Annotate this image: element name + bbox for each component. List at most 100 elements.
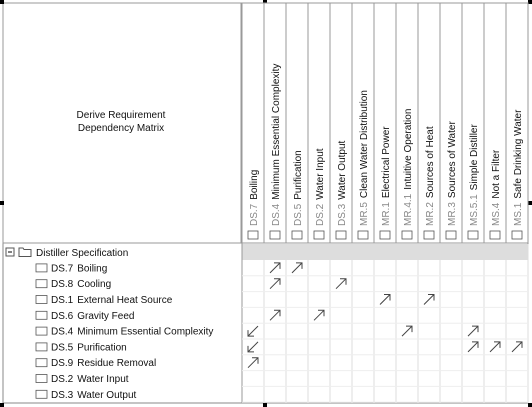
dependency-arrow <box>247 341 259 353</box>
column-name: Electrical Power <box>381 126 392 198</box>
row-label: DS.7 Boiling <box>51 263 107 274</box>
column-id: MR.3 <box>447 202 458 226</box>
column-name: Clean Water Distribution <box>359 90 370 198</box>
column-icon <box>247 230 259 240</box>
column-id: DS.5 <box>293 203 304 226</box>
column-name: Sources of Heat <box>425 126 436 198</box>
row-name: Water Input <box>77 374 129 385</box>
matrix-title: Derive Requirement Dependency Matrix <box>77 110 166 134</box>
dependency-arrow <box>335 278 347 290</box>
column-id: DS.7 <box>249 203 260 226</box>
dependency-arrow <box>269 262 281 274</box>
row-icon <box>35 326 48 336</box>
row-icon <box>35 279 48 289</box>
row-label: DS.2 Water Input <box>51 374 129 385</box>
row-name: Minimum Essential Complexity <box>77 327 213 338</box>
row-id: DS.7 <box>51 263 74 274</box>
column-icon <box>291 230 303 240</box>
row-label: DS.1 External Heat Source <box>51 295 173 306</box>
row-label: DS.3 Water Output <box>51 390 137 401</box>
row-id: DS.3 <box>51 390 74 401</box>
row-icon <box>35 310 48 320</box>
column-label: DS.7 Boiling <box>249 170 260 226</box>
row-id: DS.5 <box>51 342 74 353</box>
column-id: MS.5.1 <box>469 194 480 226</box>
column-icon <box>335 230 347 240</box>
column-label: MR.3 Sources of Water <box>447 121 458 226</box>
column-label: MR.5 Clean Water Distribution <box>359 90 370 226</box>
column-id: MS.4 <box>491 202 502 226</box>
row-id: DS.4 <box>51 327 74 338</box>
column-id: DS.4 <box>271 203 282 226</box>
row-name: Cooling <box>77 279 111 290</box>
dependency-arrow <box>467 341 479 353</box>
row-id: DS.1 <box>51 295 74 306</box>
column-icon <box>357 230 369 240</box>
column-name: Safe Drinking Water <box>513 109 524 199</box>
dependency-arrow <box>269 278 281 290</box>
column-label: MR.4.1 Intuitive Operation <box>403 109 414 226</box>
dependency-arrow <box>291 262 303 274</box>
row-icon <box>35 358 48 368</box>
dependency-arrow <box>423 294 435 305</box>
column-name: Intuitive Operation <box>403 109 414 190</box>
column-id: DS.2 <box>315 203 326 226</box>
column-id: MR.2 <box>425 202 436 226</box>
column-icon <box>445 230 457 240</box>
dependency-arrow <box>467 325 479 337</box>
row-id: DS.2 <box>51 374 74 385</box>
column-icon <box>379 230 391 240</box>
column-icon <box>313 230 325 240</box>
column-label: DS.2 Water Input <box>315 148 326 226</box>
column-label: DS.5 Purification <box>293 150 304 226</box>
column-header <box>505 2 529 244</box>
row-label: DS.4 Minimum Essential Complexity <box>51 327 213 338</box>
row-id: DS.6 <box>51 311 74 322</box>
row-name: Boiling <box>77 263 107 274</box>
row-icon <box>35 263 48 273</box>
column-icon <box>467 230 479 240</box>
corner-cell <box>2 2 242 244</box>
column-label: MS.5.1 Simple Distiller <box>469 124 480 226</box>
column-name: Simple Distiller <box>469 124 480 191</box>
column-name: Not a Filter <box>491 149 502 199</box>
column-id: MR.4.1 <box>403 193 414 226</box>
row-label: DS.6 Gravity Feed <box>51 311 134 322</box>
dependency-arrow <box>379 294 391 305</box>
row-icon <box>35 295 48 304</box>
column-name: Purification <box>293 150 304 199</box>
row-name: External Heat Source <box>77 295 172 306</box>
dependency-arrow <box>247 325 259 337</box>
row-icon <box>35 389 48 399</box>
row-name: Purification <box>77 342 126 353</box>
row-icon <box>35 342 48 352</box>
column-name: Boiling <box>249 170 260 200</box>
column-name: Minimum Essential Complexity <box>271 64 282 200</box>
row-name: Residue Removal <box>77 358 156 369</box>
group-band <box>242 244 528 260</box>
group-label: Distiller Specification <box>36 248 128 259</box>
column-name: Sources of Water <box>447 121 458 199</box>
folder-icon <box>18 247 32 257</box>
dependency-arrow <box>313 309 325 321</box>
row-label: DS.5 Purification <box>51 342 127 353</box>
row-label: DS.8 Cooling <box>51 279 111 290</box>
column-icon <box>269 230 281 240</box>
row-id: DS.9 <box>51 358 74 369</box>
row-name: Gravity Feed <box>77 311 134 322</box>
column-id: DS.3 <box>337 203 348 226</box>
column-label: MR.2 Sources of Heat <box>425 126 436 226</box>
column-icon <box>511 230 523 240</box>
row-icon <box>35 374 48 383</box>
dependency-arrow <box>269 309 281 321</box>
column-icon <box>401 230 413 240</box>
column-label: DS.3 Water Output <box>337 140 348 226</box>
row-id: DS.8 <box>51 279 74 290</box>
column-id: MS.1 <box>513 202 524 226</box>
column-label: MR.1 Electrical Power <box>381 126 392 226</box>
dependency-arrow <box>511 341 523 353</box>
dependency-arrow <box>401 325 413 337</box>
column-label: MS.1 Safe Drinking Water <box>513 109 524 226</box>
